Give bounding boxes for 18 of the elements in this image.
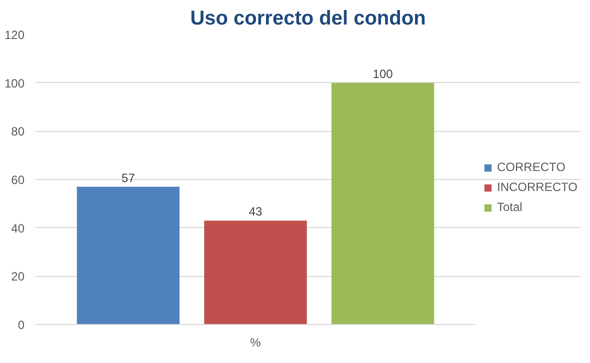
data-label: 100 [372, 66, 394, 81]
chart-title: Uso correcto del condon [190, 8, 426, 30]
bar [204, 220, 307, 324]
y-tick-label: 60 [11, 173, 25, 187]
legend-label: INCORRECTO [497, 180, 578, 194]
y-tick-label: 20 [11, 270, 25, 284]
y-tick-label: 0 [18, 318, 25, 332]
bar [76, 186, 180, 324]
bar [331, 82, 434, 324]
x-tick-label: % [250, 336, 262, 350]
y-tick-label: 120 [4, 28, 25, 42]
y-tick-label: 100 [4, 76, 25, 90]
y-tick-label: 80 [11, 124, 25, 139]
data-label: 43 [248, 204, 262, 219]
y-tick-label: 40 [11, 221, 25, 236]
legend-label: CORRECTO [497, 160, 566, 174]
data-label: 57 [122, 170, 136, 185]
legend-label: Total [497, 200, 522, 214]
